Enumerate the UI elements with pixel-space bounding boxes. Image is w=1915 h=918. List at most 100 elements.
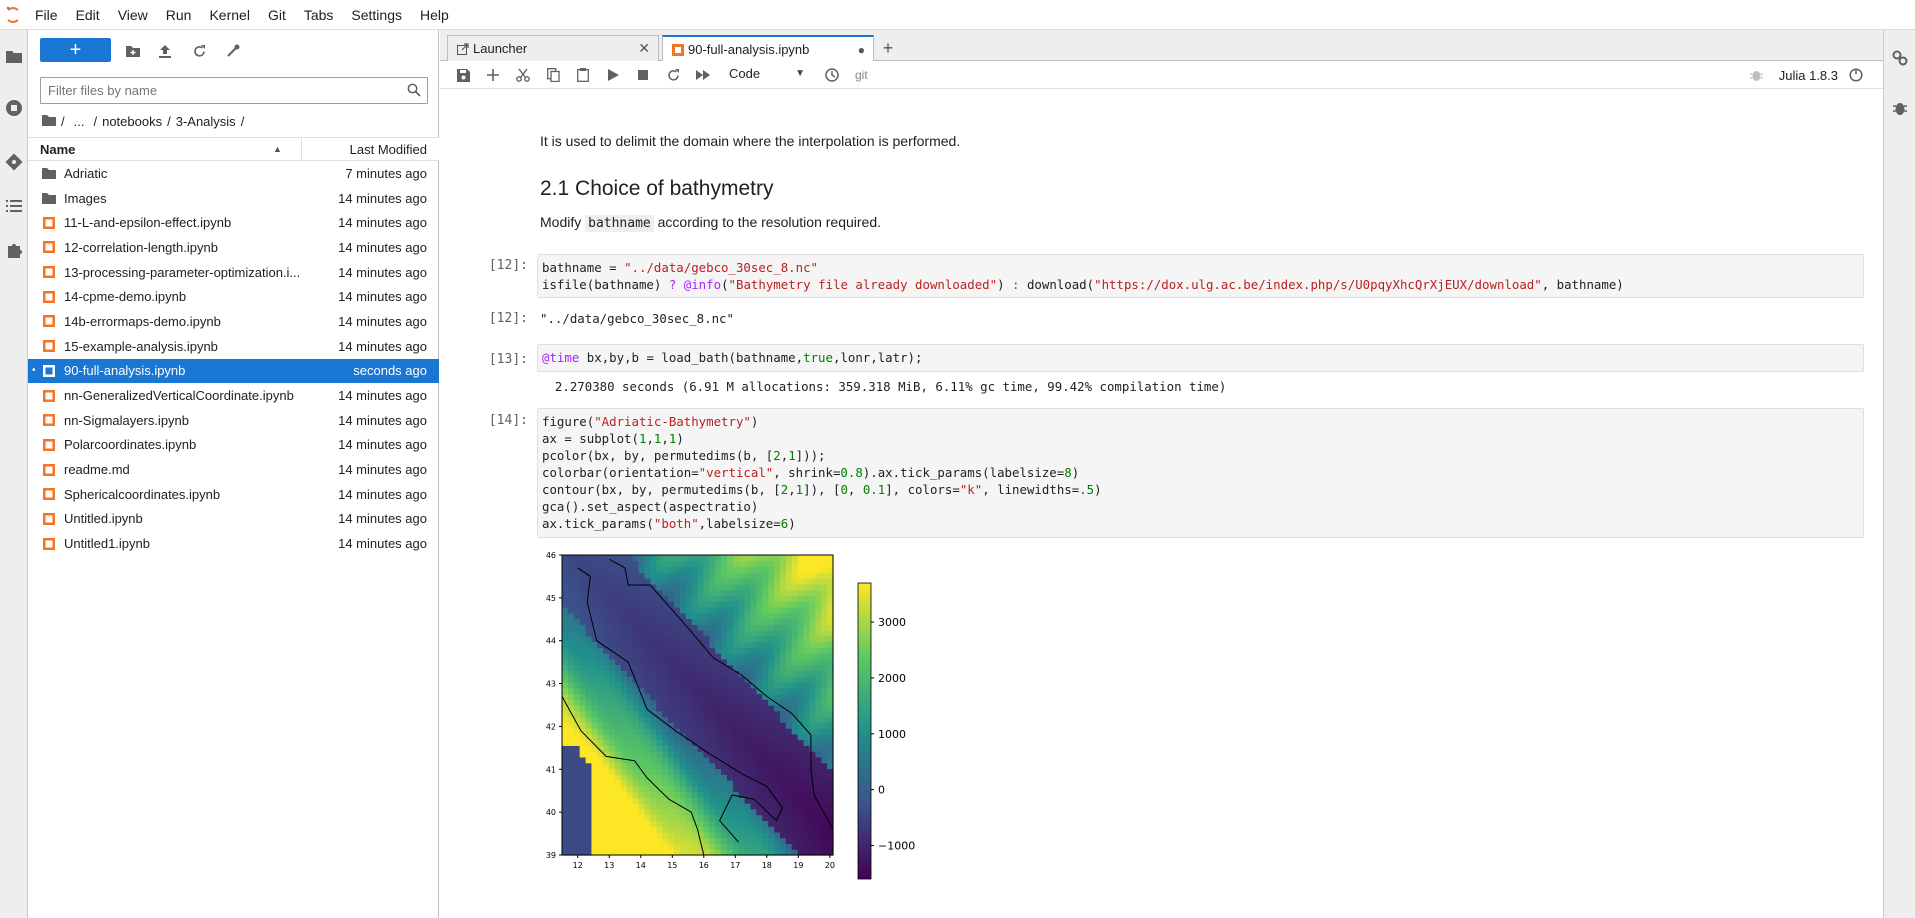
column-divider[interactable] (301, 138, 302, 162)
heatmap-cell (573, 583, 581, 591)
breadcrumb-3-analysis[interactable]: 3-Analysis (175, 113, 236, 129)
file-list-item[interactable]: 13-processing-parameter-optimization.i..… (28, 260, 439, 285)
code-cell[interactable]: @time bx,by,b = load_bath(bathname,true,… (537, 344, 1864, 372)
heatmap-cell (603, 768, 610, 775)
code-cell[interactable]: figure("Adriatic-Bathymetry") ax = subpl… (537, 408, 1864, 538)
menu-settings[interactable]: Settings (351, 6, 402, 23)
refresh-icon[interactable] (188, 40, 210, 62)
heatmap-cell (615, 653, 622, 660)
file-list-item[interactable]: Adriatic 7 minutes ago (28, 161, 439, 186)
close-icon[interactable]: ✕ (638, 40, 650, 56)
file-list-item[interactable]: • 90-full-analysis.ipynb seconds ago (28, 358, 439, 384)
heatmap-cell (750, 612, 758, 620)
file-list-item[interactable]: Untitled1.ipynb 14 minutes ago (28, 531, 439, 556)
heatmap-cell (644, 681, 651, 689)
tab-label: Launcher (473, 41, 528, 56)
breadcrumb-ellipsis[interactable]: ... (73, 113, 85, 129)
heatmap-cell (650, 837, 657, 845)
breadcrumb-notebooks[interactable]: notebooks (102, 113, 163, 129)
table-of-contents-icon[interactable] (2, 194, 26, 218)
file-list-item[interactable]: 15-example-analysis.ipynb 14 minutes ago (28, 334, 439, 359)
debugger-bug-icon[interactable] (1890, 98, 1910, 118)
filter-files-input[interactable] (41, 83, 391, 98)
fast-forward-icon[interactable] (693, 65, 713, 85)
heatmap-cell (756, 722, 763, 729)
heatmap-cell (679, 716, 687, 723)
file-list-item[interactable]: Sphericalcoordinates.ipynb 14 minutes ago (28, 482, 439, 507)
restart-icon[interactable] (663, 65, 683, 85)
heatmap-cell (615, 635, 622, 643)
home-folder-icon[interactable] (42, 114, 56, 129)
heatmap-cell (750, 814, 758, 821)
copy-icon[interactable] (543, 65, 563, 85)
heatmap-cell (738, 843, 746, 850)
git-label[interactable]: git (855, 68, 868, 82)
heatmap-cell (679, 658, 687, 666)
file-list-item[interactable]: nn-GeneralizedVerticalCoordinate.ipynb 14… (28, 383, 439, 408)
tab-90-full-analysis[interactable]: 90-full-analysis.ipynb ● (662, 35, 874, 62)
kernel-name[interactable]: Julia 1.8.3 (1778, 68, 1838, 83)
new-launcher-button[interactable]: + (40, 38, 111, 62)
git-clone-icon[interactable] (222, 40, 244, 62)
left-activity-bar (0, 30, 28, 918)
clock-icon[interactable] (822, 65, 842, 85)
tab-launcher[interactable]: Launcher ✕ (447, 35, 659, 61)
run-icon[interactable] (603, 65, 623, 85)
column-header-name[interactable]: Name (40, 141, 76, 157)
heatmap-cell (673, 785, 681, 793)
coastline-contours (561, 558, 834, 856)
file-list-item[interactable]: 11-L-and-epsilon-effect.ipynb 14 minutes … (28, 210, 439, 235)
heatmap-cell (638, 635, 646, 643)
cut-icon[interactable] (513, 65, 533, 85)
heatmap-cell (768, 797, 775, 804)
file-list-item[interactable]: 14-cpme-demo.ipynb 14 minutes ago (28, 284, 439, 309)
heatmap-cell (585, 601, 593, 608)
menu-kernel[interactable]: Kernel (209, 6, 250, 23)
menu-edit[interactable]: Edit (75, 6, 100, 23)
folder-icon[interactable] (2, 44, 26, 68)
heatmap-cell (821, 780, 828, 787)
running-kernels-icon[interactable] (2, 96, 26, 120)
cell-type-select[interactable]: Code ▼ (729, 66, 805, 81)
menu-tabs[interactable]: Tabs (303, 6, 334, 23)
heatmap-cell (709, 681, 716, 689)
paste-icon[interactable] (573, 65, 593, 85)
stop-icon[interactable] (633, 65, 653, 85)
menu-view[interactable]: View (117, 6, 148, 23)
heatmap-cell (567, 566, 575, 573)
code-cell[interactable]: bathname = "../data/gebco_30sec_8.nc" is… (537, 254, 1864, 298)
heatmap-cell (591, 774, 598, 781)
file-list-item[interactable]: readme.md 14 minutes ago (28, 457, 439, 482)
heatmap-cell (709, 693, 716, 700)
upload-icon[interactable] (154, 40, 176, 62)
menu-help[interactable]: Help (420, 6, 449, 23)
sort-ascending-icon[interactable]: ▲ (273, 144, 282, 154)
file-list-item[interactable]: 12-correlation-length.ipynb 14 minutes ag… (28, 235, 439, 260)
heatmap-cell (785, 624, 793, 631)
column-header-last-modified[interactable]: Last Modified (349, 141, 427, 157)
notebook-icon (671, 43, 684, 56)
debugger-icon[interactable] (1750, 68, 1763, 85)
add-tab-icon[interactable]: + (882, 37, 894, 58)
heatmap-cell (762, 612, 769, 620)
extensions-icon[interactable] (2, 238, 26, 262)
property-inspector-icon[interactable] (1890, 48, 1910, 68)
save-icon[interactable] (453, 65, 473, 85)
file-list-item[interactable]: Images 14 minutes ago (28, 186, 439, 211)
menu-file[interactable]: File (35, 6, 58, 23)
menu-git[interactable]: Git (267, 6, 286, 23)
file-list-item[interactable]: 14b-errormaps-demo.ipynb 14 minutes ago (28, 309, 439, 334)
heatmap-cell (774, 808, 781, 816)
menu-run[interactable]: Run (165, 6, 192, 23)
file-list-item[interactable]: nn-Sigmalayers.ipynb 14 minutes ago (28, 408, 439, 433)
file-list-item[interactable]: Polarcoordinates.ipynb 14 minutes ago (28, 433, 439, 458)
file-list-item[interactable]: Untitled.ipynb 14 minutes ago (28, 507, 439, 532)
heatmap-cell (703, 601, 710, 608)
heatmap-cell (744, 762, 752, 770)
unsaved-dot-icon[interactable]: ● (857, 42, 865, 57)
insert-cell-icon[interactable] (483, 65, 503, 85)
heatmap-cell (638, 814, 646, 821)
new-folder-icon[interactable] (122, 40, 144, 62)
heatmap-cell (668, 728, 675, 735)
git-icon[interactable] (2, 150, 26, 174)
